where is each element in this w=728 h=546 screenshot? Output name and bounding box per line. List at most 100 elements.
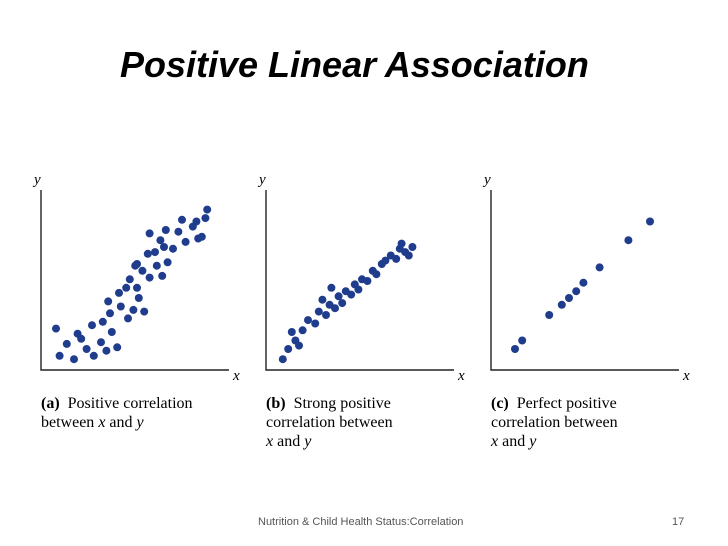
panel-c-caption-line-2: x and y	[490, 433, 537, 450]
panel-a-point-16	[124, 314, 132, 323]
panel-b-caption-line-0: (b) Strong positive	[266, 395, 391, 412]
panel-a-x-letter: x	[232, 368, 240, 384]
panel-b-point-10	[331, 304, 339, 313]
panel-b-point-14	[347, 290, 356, 299]
panel-c-x-letter: x	[682, 368, 690, 384]
panel-b-point-1	[284, 345, 293, 353]
panel-c-point-0	[511, 345, 519, 353]
panel-a-point-21	[115, 288, 123, 297]
panel-b-point-20	[372, 270, 381, 279]
panel-b-y-letter: y	[257, 172, 266, 188]
footer-text: Nutrition & Child Health Status:Correlat…	[258, 516, 464, 528]
panel-a-point-13	[98, 317, 107, 326]
panel-a-caption: (a) Positive correlation between x and y	[41, 395, 193, 431]
panel-b-caption-line-2: x and y	[265, 433, 312, 450]
panel-a-point-27	[152, 261, 161, 270]
panel-c-point-8	[624, 236, 633, 245]
panel-a-y-letter: y	[32, 172, 41, 188]
panel-a-point-18	[134, 294, 143, 302]
panel-a-point-0	[55, 351, 64, 360]
panel-a-point-47	[160, 243, 168, 251]
panel-a-point-26	[145, 273, 154, 282]
panel-b-point-8	[322, 311, 330, 319]
panel-a-point-44	[203, 205, 212, 214]
panel-c-point-6	[579, 278, 588, 287]
panel-b-point-16	[354, 285, 363, 294]
panel-a-point-19	[140, 307, 149, 316]
panel-b-point-29	[404, 251, 413, 260]
panel-c-point-9	[646, 217, 654, 226]
panel-a-point-5	[89, 351, 98, 360]
panel-c-caption-line-0: (c) Perfect positive	[491, 395, 617, 412]
panel-a-caption-line-0: (a) Positive correlation	[41, 395, 193, 412]
panel-c-points	[511, 217, 654, 353]
panel-a-point-4	[82, 345, 91, 353]
panel-a-point-11	[73, 329, 82, 338]
panel-c-caption-tag: (c)	[491, 395, 517, 412]
panel-b-point-31	[318, 295, 327, 304]
panel-b-point-30	[327, 283, 336, 292]
panel-a-point-43	[192, 217, 201, 226]
panel-a-point-33	[156, 236, 165, 245]
panel-b-point-27	[408, 243, 417, 251]
panel-c-y-letter: y	[482, 172, 491, 188]
page-number: 17	[672, 516, 685, 528]
panel-c-point-1	[518, 336, 527, 345]
panel-a-point-17	[129, 305, 138, 314]
panel-a-point-29	[163, 258, 172, 267]
panel-a-points	[52, 205, 212, 364]
panel-a-point-40	[145, 229, 154, 238]
panel-a-point-45	[197, 232, 206, 241]
panel-c-point-2	[545, 311, 554, 319]
panel-a-point-9	[113, 343, 122, 352]
panel-b-point-32	[295, 341, 303, 350]
panel-a-point-31	[143, 249, 152, 258]
panel-b-axes	[265, 190, 454, 371]
panel-c-point-7	[595, 263, 604, 272]
panel-a-point-10	[52, 324, 60, 333]
panel-a-point-39	[201, 214, 210, 223]
panel-b-point-18	[363, 277, 372, 285]
panel-a-point-32	[151, 248, 159, 257]
panel-a-point-1	[62, 339, 71, 348]
panel-a-point-6	[97, 338, 105, 347]
panel-b-point-7	[314, 307, 323, 316]
panel-a-point-15	[116, 302, 125, 311]
panel-a-point-22	[122, 283, 131, 292]
panel-c-caption-line-1: correlation between	[491, 414, 618, 431]
panel-a-point-36	[181, 237, 190, 246]
panel-a-point-34	[169, 244, 177, 253]
panel-a-point-23	[125, 275, 134, 284]
panel-a-point-42	[178, 215, 186, 224]
panel-a-point-14	[106, 309, 114, 318]
panel-c-caption: (c) Perfect positive correlation between x…	[490, 395, 618, 450]
panel-a-point-12	[88, 321, 96, 330]
panel-c: y x (c) Perfect positive correlation betw…	[482, 172, 690, 450]
panel-b-point-12	[338, 299, 347, 308]
panel-a-point-28	[158, 271, 167, 280]
panel-a-axes	[40, 190, 229, 371]
panel-c-axes	[490, 190, 679, 371]
panel-a-point-2	[70, 355, 78, 364]
panel-b-x-letter: x	[457, 368, 465, 384]
panel-b-point-3	[287, 328, 296, 336]
panel-a-point-35	[174, 227, 183, 236]
panel-a-point-46	[131, 261, 140, 270]
panel-c-point-4	[565, 294, 573, 302]
panel-a-point-25	[138, 266, 147, 275]
slide-title: Positive Linear Association	[120, 44, 589, 85]
panel-a-point-41	[161, 226, 170, 234]
panel-b-point-11	[334, 292, 343, 301]
panel-a: y x (a) Positive correlation between x an…	[32, 172, 240, 431]
panel-b: y x (b) Strong positive correlation betwe…	[257, 172, 465, 450]
panel-b-caption-tag: (b)	[266, 395, 294, 412]
panel-b-points	[278, 239, 417, 364]
panel-a-point-20	[104, 297, 113, 306]
panel-b-point-0	[278, 355, 287, 364]
panel-a-point-24	[133, 283, 141, 292]
panel-a-caption-tag: (a)	[41, 395, 68, 412]
panel-a-point-7	[102, 346, 111, 355]
panel-b-caption-line-1: correlation between	[266, 414, 393, 431]
panel-b-caption: (b) Strong positive correlation between x …	[265, 395, 393, 450]
